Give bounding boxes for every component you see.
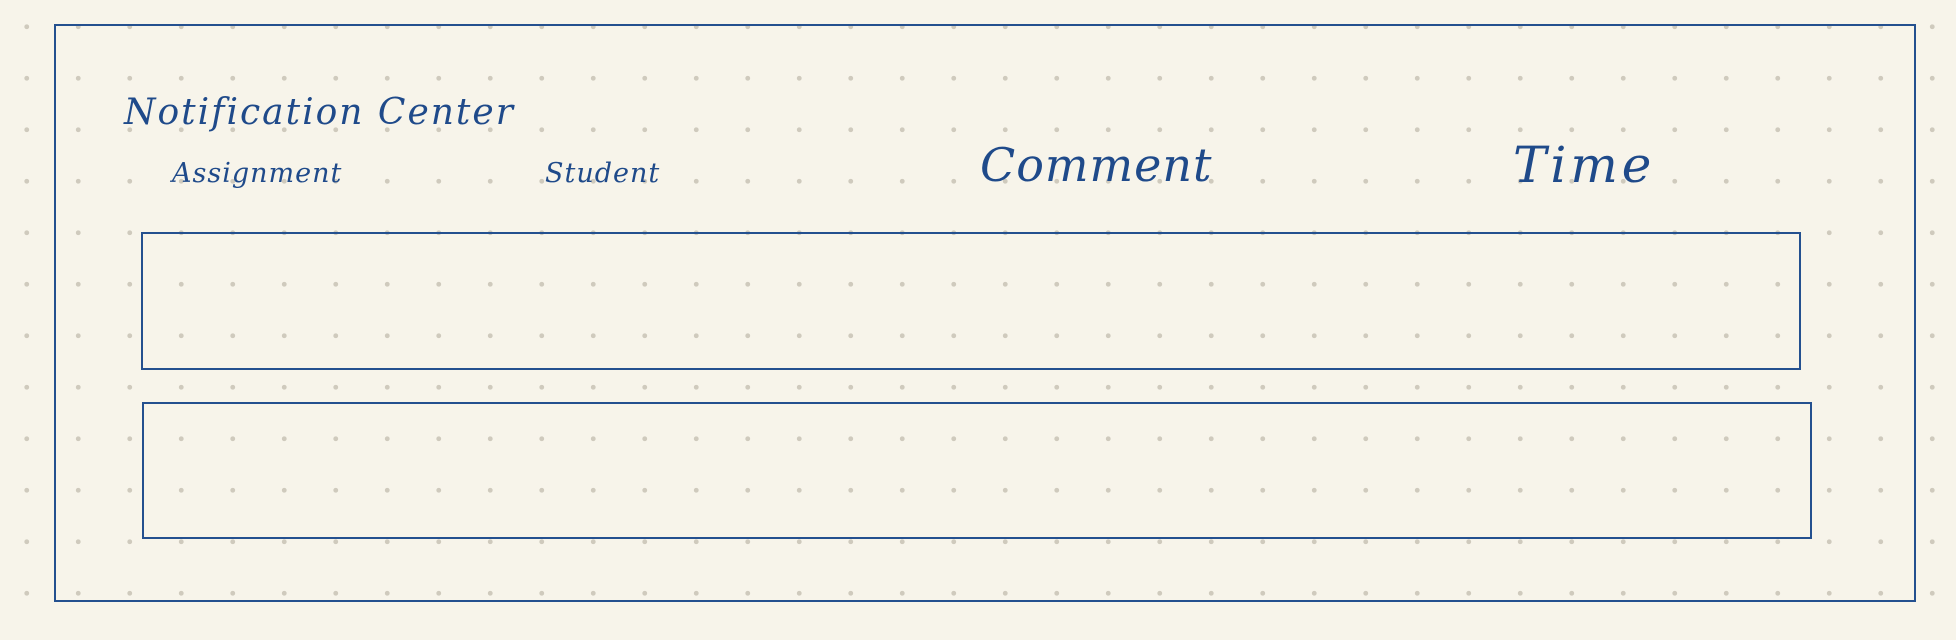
column-header-assignment: Assignment bbox=[172, 158, 343, 189]
column-header-comment: Comment bbox=[980, 138, 1213, 192]
column-header-time: Time bbox=[1513, 136, 1656, 194]
column-header-student: Student bbox=[545, 158, 661, 189]
page-title: Notification Center bbox=[124, 92, 515, 133]
notification-row[interactable] bbox=[142, 402, 1812, 539]
notification-row[interactable] bbox=[141, 232, 1801, 370]
notification-center-panel bbox=[54, 24, 1916, 602]
